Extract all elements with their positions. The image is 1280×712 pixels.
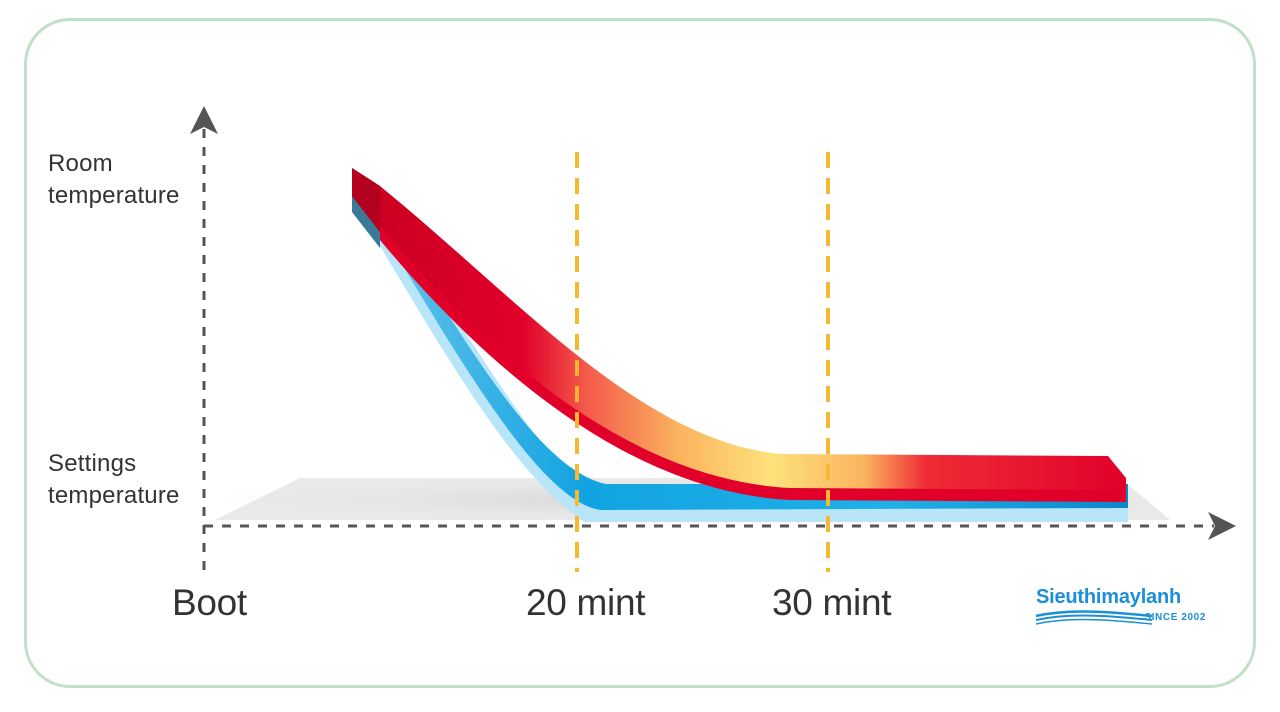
x-label-30-mint: 30 mint <box>772 582 892 623</box>
diagram-frame <box>24 18 1256 688</box>
x-label-boot: Boot <box>172 582 247 623</box>
room-temperature-line1: Room <box>48 150 113 177</box>
warm-band-face <box>352 168 380 232</box>
settings-temperature-line1: Settings <box>48 450 137 477</box>
logo-since: SINCE 2002 <box>1144 612 1206 623</box>
settings-temperature-line2: temperature <box>48 482 180 509</box>
x-label-20-mint: 20 mint <box>526 582 646 623</box>
warm-band <box>352 168 1126 500</box>
logo-name: Sieuthimaylanh <box>1036 586 1182 608</box>
x-axis-arrow <box>1208 512 1236 540</box>
room-temperature-label: Room temperature <box>48 148 180 212</box>
settings-temperature-label: Settings temperature <box>48 448 180 512</box>
logo-wave-icon <box>1035 610 1153 625</box>
room-temperature-line2: temperature <box>48 182 180 209</box>
brand-logo: Sieuthimaylanh SINCE 2002 <box>1030 586 1210 630</box>
y-axis-arrow <box>190 106 218 134</box>
